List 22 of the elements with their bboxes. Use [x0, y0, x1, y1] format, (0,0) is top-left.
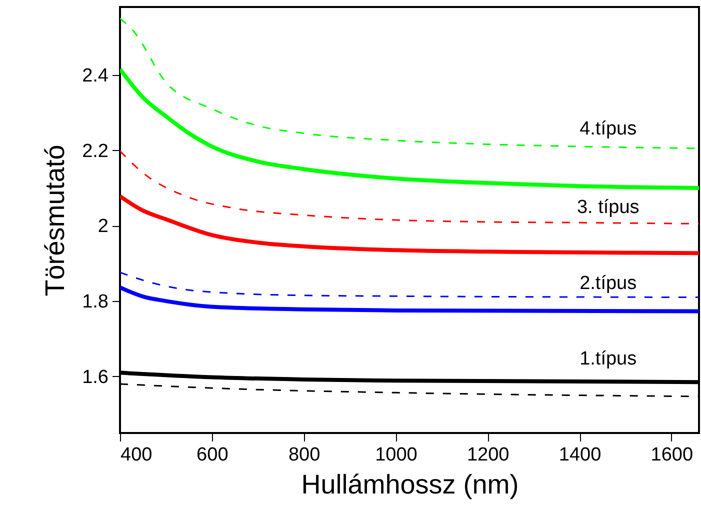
annotation: 4.típus — [580, 118, 637, 140]
x-tick-label: 1400 — [558, 444, 602, 466]
line-series — [120, 272, 699, 298]
y-tick-label: 1.8 — [82, 292, 108, 313]
line-series — [120, 150, 699, 225]
y-tick-label: 1.6 — [82, 366, 108, 388]
line-series — [120, 194, 699, 256]
x-tick-label: 600 — [196, 444, 228, 466]
y-tick-label: 2 — [98, 216, 108, 238]
annotation: 3. típus — [576, 197, 640, 218]
line-series — [120, 67, 699, 190]
y-axis-title: Törésmutató — [40, 144, 70, 296]
y-tick-label: 2.4 — [82, 65, 109, 86]
annotation: 2.típus — [580, 273, 637, 294]
x-tick-label: 1000 — [375, 444, 418, 466]
y-tick-label: 2.2 — [82, 140, 108, 162]
x-axis-title: Hullámhossz (nm) — [301, 470, 519, 500]
x-tick-label: 800 — [288, 444, 320, 466]
x-tick-label: 400 — [120, 444, 152, 466]
annotation: 1.típus — [580, 348, 637, 370]
x-tick-label: 1600 — [650, 444, 694, 466]
x-tick-label: 1200 — [466, 444, 510, 466]
